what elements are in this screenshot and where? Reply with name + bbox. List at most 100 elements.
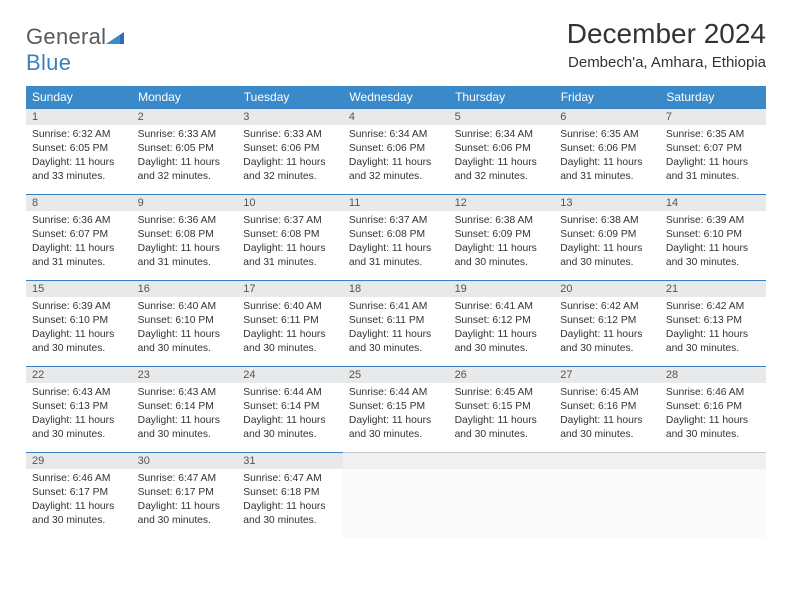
- day-number: 23: [132, 366, 238, 383]
- daylight-line: Daylight: 11 hours and 30 minutes.: [666, 328, 760, 356]
- daylight-line: Daylight: 11 hours and 30 minutes.: [32, 414, 126, 442]
- calendar-empty-cell: [449, 452, 555, 538]
- calendar-week-row: 15Sunrise: 6:39 AMSunset: 6:10 PMDayligh…: [26, 280, 766, 366]
- day-number: 20: [554, 280, 660, 297]
- day-details: Sunrise: 6:41 AMSunset: 6:11 PMDaylight:…: [343, 297, 449, 362]
- day-details: Sunrise: 6:40 AMSunset: 6:10 PMDaylight:…: [132, 297, 238, 362]
- day-details: Sunrise: 6:37 AMSunset: 6:08 PMDaylight:…: [237, 211, 343, 276]
- sunset-line: Sunset: 6:10 PM: [138, 314, 232, 328]
- calendar-day-cell: 21Sunrise: 6:42 AMSunset: 6:13 PMDayligh…: [660, 280, 766, 366]
- day-details: Sunrise: 6:47 AMSunset: 6:17 PMDaylight:…: [132, 469, 238, 534]
- month-title: December 2024: [567, 18, 766, 50]
- sunset-line: Sunset: 6:08 PM: [243, 228, 337, 242]
- weekday-header-row: SundayMondayTuesdayWednesdayThursdayFrid…: [26, 86, 766, 108]
- sunset-line: Sunset: 6:06 PM: [455, 142, 549, 156]
- day-number: 27: [554, 366, 660, 383]
- calendar-day-cell: 17Sunrise: 6:40 AMSunset: 6:11 PMDayligh…: [237, 280, 343, 366]
- day-number: 31: [237, 452, 343, 469]
- sunrise-line: Sunrise: 6:40 AM: [138, 300, 232, 314]
- calendar-week-row: 29Sunrise: 6:46 AMSunset: 6:17 PMDayligh…: [26, 452, 766, 538]
- daylight-line: Daylight: 11 hours and 30 minutes.: [138, 414, 232, 442]
- day-number: 25: [343, 366, 449, 383]
- sunrise-line: Sunrise: 6:35 AM: [560, 128, 654, 142]
- day-number: 7: [660, 108, 766, 125]
- sunrise-line: Sunrise: 6:44 AM: [349, 386, 443, 400]
- sunset-line: Sunset: 6:06 PM: [349, 142, 443, 156]
- daylight-line: Daylight: 11 hours and 30 minutes.: [243, 500, 337, 528]
- logo-text: General Blue: [26, 24, 124, 76]
- day-details: Sunrise: 6:35 AMSunset: 6:07 PMDaylight:…: [660, 125, 766, 190]
- day-details: Sunrise: 6:46 AMSunset: 6:16 PMDaylight:…: [660, 383, 766, 448]
- sunset-line: Sunset: 6:16 PM: [666, 400, 760, 414]
- title-block: December 2024 Dembech'a, Amhara, Ethiopi…: [567, 18, 766, 71]
- calendar-day-cell: 7Sunrise: 6:35 AMSunset: 6:07 PMDaylight…: [660, 108, 766, 194]
- day-number: 24: [237, 366, 343, 383]
- sunrise-line: Sunrise: 6:42 AM: [666, 300, 760, 314]
- sunset-line: Sunset: 6:13 PM: [666, 314, 760, 328]
- sunrise-line: Sunrise: 6:39 AM: [666, 214, 760, 228]
- day-details: Sunrise: 6:42 AMSunset: 6:12 PMDaylight:…: [554, 297, 660, 362]
- daylight-line: Daylight: 11 hours and 30 minutes.: [560, 242, 654, 270]
- sunset-line: Sunset: 6:08 PM: [349, 228, 443, 242]
- day-details: Sunrise: 6:44 AMSunset: 6:15 PMDaylight:…: [343, 383, 449, 448]
- day-number: 29: [26, 452, 132, 469]
- calendar-empty-cell: [554, 452, 660, 538]
- sunrise-line: Sunrise: 6:45 AM: [560, 386, 654, 400]
- day-number: 28: [660, 366, 766, 383]
- sunset-line: Sunset: 6:12 PM: [560, 314, 654, 328]
- calendar-week-row: 8Sunrise: 6:36 AMSunset: 6:07 PMDaylight…: [26, 194, 766, 280]
- day-number: 4: [343, 108, 449, 125]
- calendar-week-row: 1Sunrise: 6:32 AMSunset: 6:05 PMDaylight…: [26, 108, 766, 194]
- daylight-line: Daylight: 11 hours and 30 minutes.: [32, 328, 126, 356]
- sunset-line: Sunset: 6:07 PM: [666, 142, 760, 156]
- day-number: 1: [26, 108, 132, 125]
- sunrise-line: Sunrise: 6:37 AM: [243, 214, 337, 228]
- sunset-line: Sunset: 6:07 PM: [32, 228, 126, 242]
- sunrise-line: Sunrise: 6:33 AM: [243, 128, 337, 142]
- day-number: 19: [449, 280, 555, 297]
- sunrise-line: Sunrise: 6:34 AM: [455, 128, 549, 142]
- day-number: 16: [132, 280, 238, 297]
- day-number: [660, 452, 766, 469]
- day-details: Sunrise: 6:44 AMSunset: 6:14 PMDaylight:…: [237, 383, 343, 448]
- day-number: 11: [343, 194, 449, 211]
- day-details: Sunrise: 6:33 AMSunset: 6:06 PMDaylight:…: [237, 125, 343, 190]
- day-details: Sunrise: 6:35 AMSunset: 6:06 PMDaylight:…: [554, 125, 660, 190]
- logo-triangle-icon: [106, 24, 124, 50]
- daylight-line: Daylight: 11 hours and 30 minutes.: [32, 500, 126, 528]
- sunset-line: Sunset: 6:09 PM: [455, 228, 549, 242]
- sunrise-line: Sunrise: 6:32 AM: [32, 128, 126, 142]
- calendar-day-cell: 15Sunrise: 6:39 AMSunset: 6:10 PMDayligh…: [26, 280, 132, 366]
- calendar-week-row: 22Sunrise: 6:43 AMSunset: 6:13 PMDayligh…: [26, 366, 766, 452]
- sunset-line: Sunset: 6:10 PM: [666, 228, 760, 242]
- daylight-line: Daylight: 11 hours and 31 minutes.: [666, 156, 760, 184]
- weekday-header: Monday: [132, 86, 238, 108]
- calendar-day-cell: 19Sunrise: 6:41 AMSunset: 6:12 PMDayligh…: [449, 280, 555, 366]
- sunrise-line: Sunrise: 6:36 AM: [138, 214, 232, 228]
- weekday-header: Tuesday: [237, 86, 343, 108]
- calendar-day-cell: 2Sunrise: 6:33 AMSunset: 6:05 PMDaylight…: [132, 108, 238, 194]
- day-details: [449, 469, 555, 539]
- daylight-line: Daylight: 11 hours and 32 minutes.: [349, 156, 443, 184]
- calendar-day-cell: 4Sunrise: 6:34 AMSunset: 6:06 PMDaylight…: [343, 108, 449, 194]
- sunrise-line: Sunrise: 6:38 AM: [560, 214, 654, 228]
- day-details: Sunrise: 6:45 AMSunset: 6:16 PMDaylight:…: [554, 383, 660, 448]
- sunrise-line: Sunrise: 6:39 AM: [32, 300, 126, 314]
- day-number: [343, 452, 449, 469]
- calendar-day-cell: 18Sunrise: 6:41 AMSunset: 6:11 PMDayligh…: [343, 280, 449, 366]
- day-number: [554, 452, 660, 469]
- calendar-day-cell: 20Sunrise: 6:42 AMSunset: 6:12 PMDayligh…: [554, 280, 660, 366]
- calendar-day-cell: 27Sunrise: 6:45 AMSunset: 6:16 PMDayligh…: [554, 366, 660, 452]
- calendar-day-cell: 11Sunrise: 6:37 AMSunset: 6:08 PMDayligh…: [343, 194, 449, 280]
- daylight-line: Daylight: 11 hours and 30 minutes.: [455, 328, 549, 356]
- daylight-line: Daylight: 11 hours and 30 minutes.: [455, 242, 549, 270]
- day-number: 12: [449, 194, 555, 211]
- logo: General Blue: [26, 24, 124, 76]
- day-details: [660, 469, 766, 539]
- calendar-day-cell: 22Sunrise: 6:43 AMSunset: 6:13 PMDayligh…: [26, 366, 132, 452]
- daylight-line: Daylight: 11 hours and 31 minutes.: [243, 242, 337, 270]
- day-number: 3: [237, 108, 343, 125]
- day-details: Sunrise: 6:36 AMSunset: 6:08 PMDaylight:…: [132, 211, 238, 276]
- sunset-line: Sunset: 6:06 PM: [560, 142, 654, 156]
- weekday-header: Wednesday: [343, 86, 449, 108]
